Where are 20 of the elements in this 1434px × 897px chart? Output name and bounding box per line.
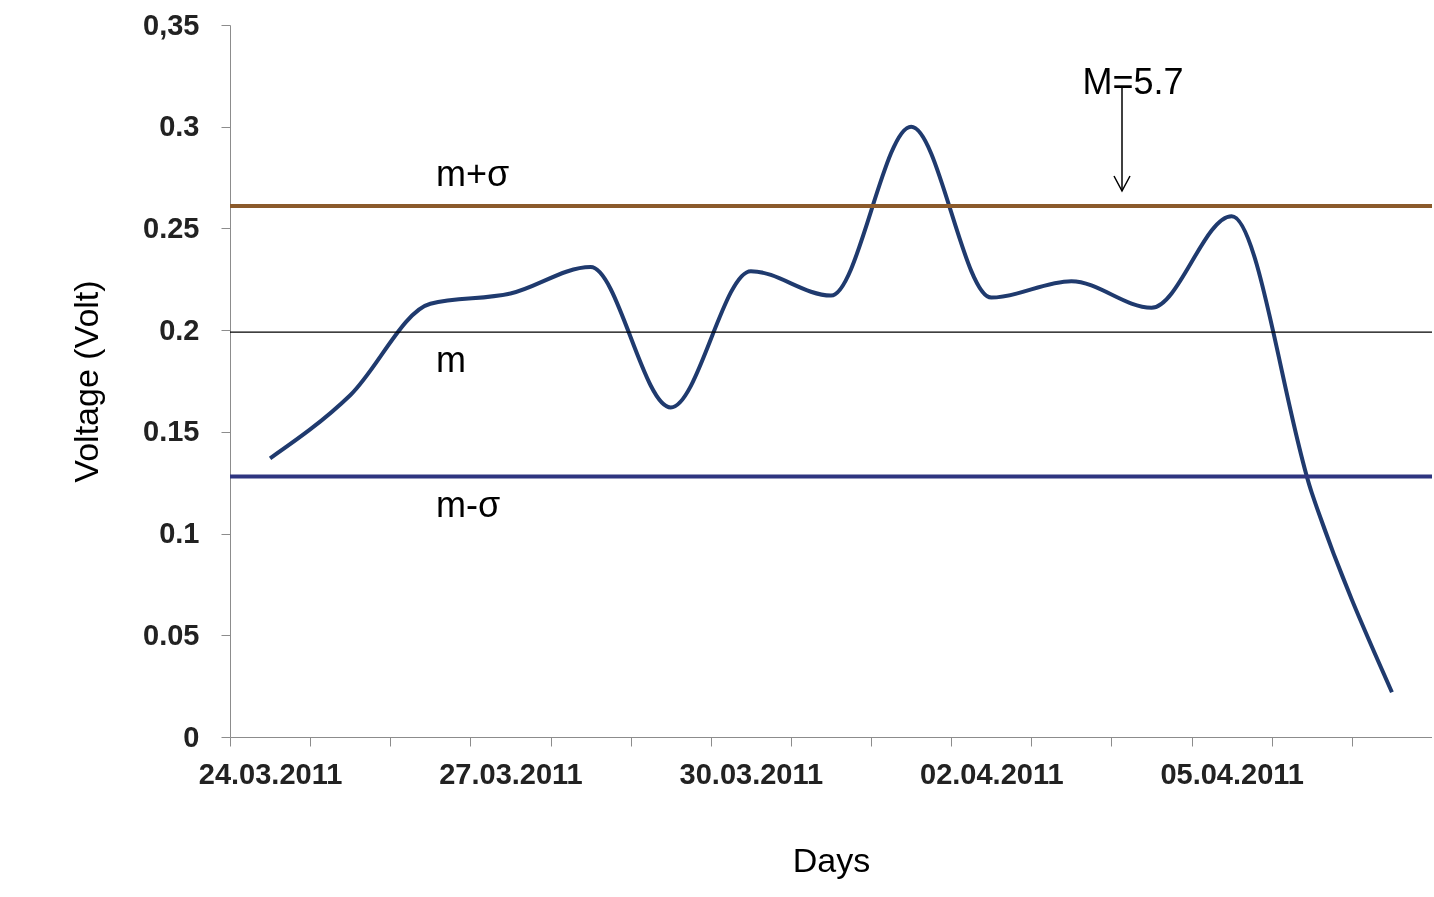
x-tick-label: 02.04.2011: [919, 757, 1064, 790]
ref-line-label: m: [436, 339, 466, 381]
line-series: [268, 124, 1394, 695]
ref-line-label: m+σ: [436, 153, 510, 195]
y-tick-label: 0.2: [159, 313, 200, 346]
y-tick-label: 0.1: [159, 517, 200, 550]
x-tick-label: 27.03.2011: [439, 757, 583, 790]
y-tick-label: 0,35: [143, 8, 200, 41]
ref-line-label: m-σ: [436, 483, 501, 525]
y-tick-label: 0.05: [143, 618, 200, 651]
annotation: M=5.7: [1082, 61, 1184, 102]
x-tick-label: 30.03.2011: [679, 757, 824, 790]
x-tick-label: 05.04.2011: [1160, 757, 1304, 790]
y-axis-title: Voltage (Volt): [67, 280, 106, 483]
x-axis-title: Days: [792, 840, 871, 879]
x-tick-label: 24.03.2011: [198, 757, 343, 790]
y-tick-label: 0: [183, 720, 200, 753]
y-tick-label: 0.25: [143, 211, 200, 244]
y-tick-label: 0.3: [159, 110, 200, 143]
y-tick-label: 0.15: [143, 415, 200, 448]
